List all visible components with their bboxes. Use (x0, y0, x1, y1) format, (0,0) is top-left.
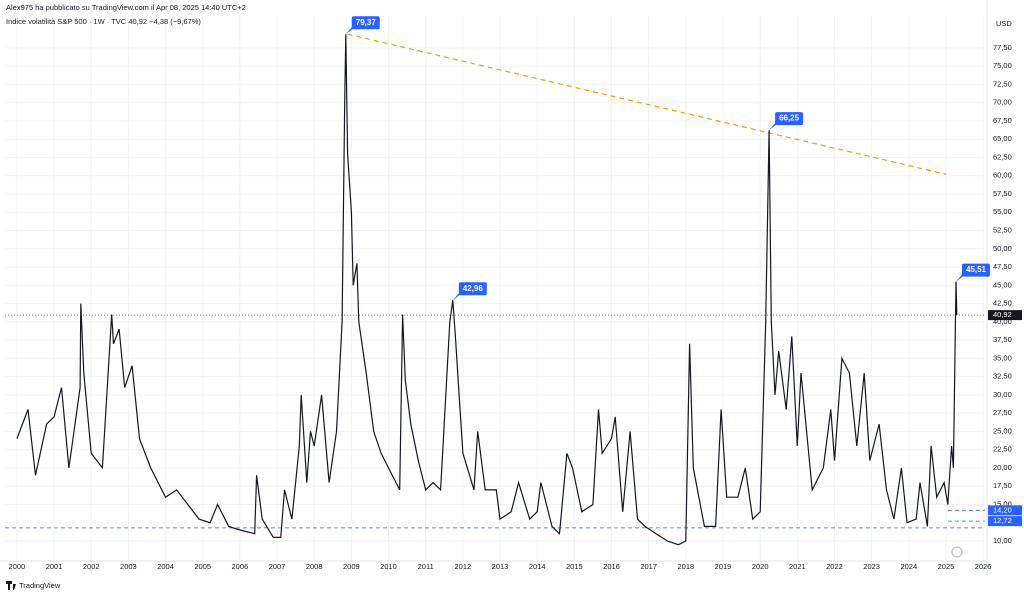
y-tick-label: 40,00 (993, 317, 1012, 326)
y-tick-label: 60,00 (993, 171, 1012, 180)
y-tick-label: 70,00 (993, 98, 1012, 107)
x-tick-label: 2019 (715, 562, 732, 571)
callout: 66,25 (769, 112, 804, 131)
x-tick-label: 2022 (826, 562, 843, 571)
header-text: Alex975 ha pubblicato su TradingView.com… (6, 3, 246, 12)
x-tick-label: 2010 (380, 562, 397, 571)
icon (951, 546, 963, 558)
x-tick-label: 2011 (418, 562, 434, 571)
y-tick-label: 62,50 (993, 152, 1012, 161)
y-tick-label: 22,50 (993, 445, 1012, 454)
x-tick-label: 2002 (83, 562, 100, 571)
y-tick-label: 15,00 (993, 499, 1012, 508)
callout-label: 66,25 (779, 114, 800, 123)
y-tick-label: 42,50 (993, 299, 1012, 308)
callout: 42,96 (452, 282, 487, 301)
legend-part: −4,38 (−9,67%) (149, 17, 201, 26)
x-tick-label: 2024 (900, 562, 917, 571)
callout-box (775, 112, 804, 126)
y-tick-label: 50,00 (993, 244, 1012, 253)
y-tick-label: 47,50 (993, 262, 1012, 271)
y-tick-label: 67,50 (993, 116, 1012, 125)
footer-logo (6, 581, 16, 590)
y-tick-label: 77,50 (993, 43, 1012, 52)
price-tag-label: 14,20 (993, 505, 1012, 514)
callout-label: 45,51 (966, 265, 987, 274)
legend-part: · 1W · TVC (89, 17, 127, 26)
x-tick-label: 2009 (343, 562, 360, 571)
callout: 45,51 (956, 263, 991, 282)
x-tick-label: 2018 (677, 562, 694, 571)
x-tick-label: 2017 (640, 562, 657, 571)
y-tick-label: 27,50 (993, 408, 1012, 417)
price-tag (988, 505, 1022, 516)
y-tick-label: 35,00 (993, 353, 1012, 362)
x-tick-label: 2012 (455, 562, 472, 571)
x-tick-label: 2015 (566, 562, 583, 571)
callout-label: 79,37 (356, 18, 377, 27)
last-price-tag (988, 310, 1022, 321)
x-tick-label: 2000 (9, 562, 26, 571)
x-tick-label: 2007 (269, 562, 286, 571)
y-tick-label: 37,50 (993, 335, 1012, 344)
x-tick-label: 2021 (789, 562, 806, 571)
y-tick-label: 72,50 (993, 79, 1012, 88)
y-tick-label: 75,00 (993, 61, 1012, 70)
x-tick-label: 2023 (863, 562, 880, 571)
x-tick-label: 2020 (752, 562, 769, 571)
x-tick-label: 2001 (46, 562, 63, 571)
brand: TradingView (19, 581, 61, 590)
x-tick-label: 2016 (603, 562, 620, 571)
currency: USD (996, 19, 1012, 28)
x-tick-label: 2005 (194, 562, 211, 571)
legend-part: 40,92 (128, 17, 147, 26)
callout-box (458, 282, 487, 296)
x-tick-label: 2013 (492, 562, 509, 571)
y-tick-label: 17,50 (993, 481, 1012, 490)
y-tick-label: 30,00 (993, 390, 1012, 399)
x-tick-label: 2004 (157, 562, 174, 571)
callout-label: 42,96 (463, 284, 484, 293)
price-line (16, 34, 958, 546)
y-tick-label: 32,50 (993, 372, 1012, 381)
y-tick-label: 25,00 (993, 426, 1012, 435)
legend-part: Indice volatilità S&P 500 (6, 17, 87, 26)
callout-box (962, 263, 991, 277)
price-tag (988, 516, 1022, 527)
x-tick-label: 2003 (120, 562, 137, 571)
legend: Indice volatilità S&P 500 · 1W · TVC 40,… (6, 17, 201, 26)
y-tick-label: 65,00 (993, 134, 1012, 143)
x-tick-label: 2008 (306, 562, 323, 571)
last-price-label: 40,92 (993, 310, 1012, 319)
x-tick-label: 2025 (938, 562, 955, 571)
y-tick-label: 55,00 (993, 207, 1012, 216)
y-tick-label: 57,50 (993, 189, 1012, 198)
callout: 79,37 (345, 16, 380, 35)
y-tick-label: 10,00 (993, 536, 1012, 545)
y-tick-label: 45,00 (993, 280, 1012, 289)
x-tick-label: 2014 (529, 562, 546, 571)
price-tag-label: 12,72 (993, 516, 1012, 525)
y-tick-label: 52,50 (993, 226, 1012, 235)
trendline (347, 33, 947, 175)
x-tick-label: 2026 (975, 562, 992, 571)
x-tick-label: 2006 (232, 562, 249, 571)
y-tick-label: 20,00 (993, 463, 1012, 472)
callout-box (351, 16, 380, 30)
